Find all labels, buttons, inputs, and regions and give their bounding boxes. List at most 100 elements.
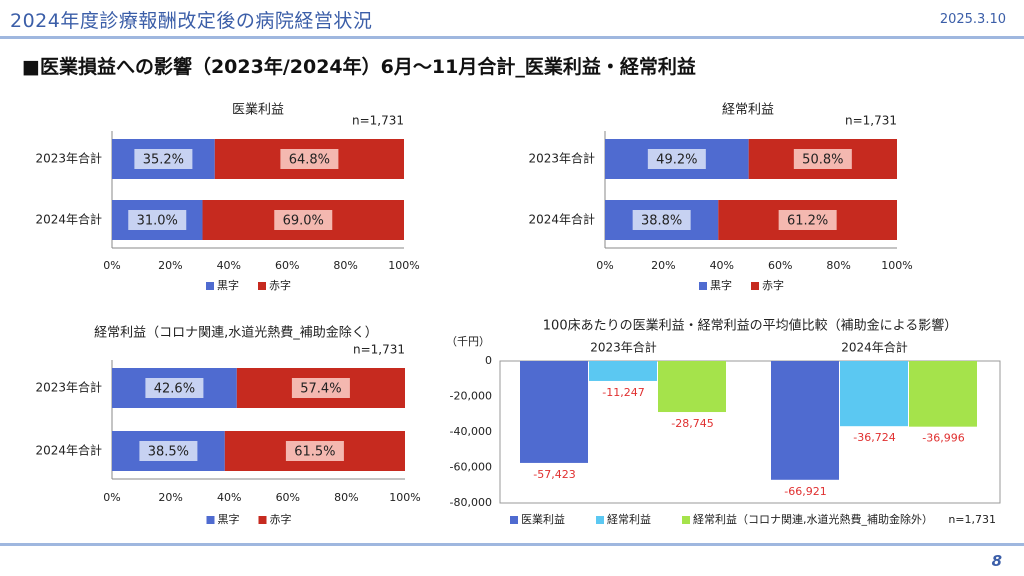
chart2-x-tick-label: 80% [826, 259, 850, 272]
chart1-data-label-bg [134, 149, 193, 169]
chart1-n-label: n=1,731 [352, 114, 404, 128]
chart4-title: 100床あたりの医業利益・経常利益の平均値比較（補助金による影響） [543, 318, 957, 334]
chart2-data-label-bg [632, 210, 691, 230]
chart4-data-label: -28,745 [671, 417, 713, 430]
chart1-data-label-bg [128, 210, 187, 230]
chart3-n-label: n=1,731 [353, 343, 405, 357]
chart3-x-tick-label: 60% [276, 491, 300, 504]
chart4-category-label: 2024年合計 [841, 340, 908, 355]
chart3-data-label-bg [139, 441, 198, 461]
chart3-data-label: 42.6% [154, 382, 195, 397]
chart2-data-label: 61.2% [787, 214, 828, 229]
chart1-x-tick-label: 60% [275, 259, 299, 272]
chart3-data-label: 57.4% [300, 382, 341, 397]
page-number: 8 [991, 552, 1002, 570]
chart2-n-label: n=1,731 [845, 114, 897, 128]
chart2-legend-swatch-red [751, 282, 759, 290]
chart4-y-tick-label: -80,000 [450, 496, 492, 509]
chart3-legend-swatch-red [258, 516, 267, 524]
chart4-n-label: n=1,731 [948, 513, 996, 526]
chart1-legend-red: 赤字 [269, 278, 291, 292]
chart4-category-label: 2023年合計 [590, 340, 657, 355]
chart4-data-label: -66,921 [784, 485, 826, 498]
chart4-legend-swatch-2 [596, 516, 604, 524]
chart3-category-label: 2023年合計 [35, 380, 102, 395]
chart1-legend-black: 黒字 [217, 278, 239, 292]
chart3-data-label-bg [291, 378, 350, 398]
chart1-data-label: 31.0% [137, 214, 178, 229]
chart3-legend-black: 黒字 [218, 512, 240, 526]
chart3-category-label: 2024年合計 [35, 443, 102, 458]
chart1-data-label-bg [274, 210, 333, 230]
chart3-data-label-bg [145, 378, 204, 398]
header-divider [0, 36, 1024, 39]
chart2-data-label-bg [647, 149, 706, 169]
footer-divider [0, 543, 1024, 546]
chart2-data-label: 49.2% [656, 153, 697, 168]
chart2-title: 経常利益 [722, 103, 774, 118]
chart3-x-tick-label: 80% [334, 491, 358, 504]
chart4-plot-frame [499, 360, 1001, 504]
chart1-category-label: 2023年合計 [35, 151, 102, 166]
chart4-data-label: -11,247 [602, 386, 644, 399]
chart1-x-tick-label: 80% [333, 259, 357, 272]
chart2-category-label: 2023年合計 [528, 151, 595, 166]
chart4-legend-label: 経常利益（コロナ関連,水道光熱費_補助金除外） [693, 512, 933, 526]
chart4-y-tick-label: 0 [485, 354, 492, 367]
chart1-data-label-bg [280, 149, 339, 169]
chart4-data-label: -36,724 [853, 431, 895, 444]
chart4-data-label: -57,423 [533, 468, 575, 481]
chart4-data-label: -36,996 [922, 432, 964, 445]
chart4-bar-series-2 [840, 361, 908, 427]
header-title: 2024年度診療報酬改定後の病院経営状況 [10, 10, 373, 32]
chart1-legend-swatch-black [206, 282, 214, 290]
chart2-x-tick-label: 40% [710, 259, 734, 272]
chart4-legend-swatch-1 [510, 516, 518, 524]
chart2-x-tick-label: 20% [651, 259, 675, 272]
chart2-data-label-bg [778, 210, 837, 230]
chart1-x-tick-label: 40% [217, 259, 241, 272]
chart1-x-tick-label: 0% [103, 259, 120, 272]
chart2-data-label: 38.8% [641, 214, 682, 229]
chart2-category-label: 2024年合計 [528, 212, 595, 227]
chart1-data-label: 35.2% [143, 153, 184, 168]
chart4-y-tick-label: -40,000 [450, 425, 492, 438]
chart4-legend-swatch-3 [682, 516, 690, 524]
chart3-x-tick-label: 100% [389, 491, 420, 504]
chart3-x-tick-label: 0% [103, 491, 120, 504]
section-title: ■医業損益への影響（2023年/2024年）6月～11月合計_医業利益・経常利益 [22, 56, 696, 78]
chart1-data-label: 69.0% [283, 214, 324, 229]
chart2-x-tick-label: 0% [596, 259, 613, 272]
chart3-data-label: 61.5% [294, 445, 335, 460]
chart4-legend-label: 経常利益 [607, 512, 651, 526]
chart3-x-tick-label: 20% [158, 491, 182, 504]
chart3-data-label: 38.5% [148, 445, 189, 460]
chart4-legend-label: 医業利益 [521, 512, 565, 526]
chart2-legend-swatch-black [699, 282, 707, 290]
chart1-x-tick-label: 100% [388, 259, 419, 272]
chart3-legend-swatch-black [206, 516, 215, 524]
chart2-data-label-bg [793, 149, 852, 169]
chart2-legend-red: 赤字 [762, 278, 784, 292]
chart1-data-label: 64.8% [289, 153, 330, 168]
chart2-legend-black: 黒字 [710, 278, 732, 292]
chart2-x-tick-label: 60% [768, 259, 792, 272]
chart4-bar-series-2 [589, 361, 657, 381]
chart3-x-tick-label: 40% [217, 491, 241, 504]
chart2-data-label: 50.8% [802, 153, 843, 168]
chart4-bar-series-3 [909, 361, 977, 427]
chart1-x-tick-label: 20% [158, 259, 182, 272]
chart4-y-tick-label: -20,000 [450, 390, 492, 403]
chart3-data-label-bg [285, 441, 344, 461]
chart4-unit-label: （千円） [446, 335, 490, 348]
chart1-legend-swatch-red [258, 282, 266, 290]
chart4-bar-series-3 [658, 361, 726, 413]
chart4-bar-series-1 [771, 361, 839, 480]
chart2-x-tick-label: 100% [881, 259, 912, 272]
header-date: 2025.3.10 [939, 12, 1006, 27]
chart3-title: 経常利益（コロナ関連,水道光熱費_補助金除く） [94, 325, 378, 341]
chart1-category-label: 2024年合計 [35, 212, 102, 227]
chart4-bar-series-1 [520, 361, 588, 463]
chart1-title: 医業利益 [232, 102, 284, 118]
